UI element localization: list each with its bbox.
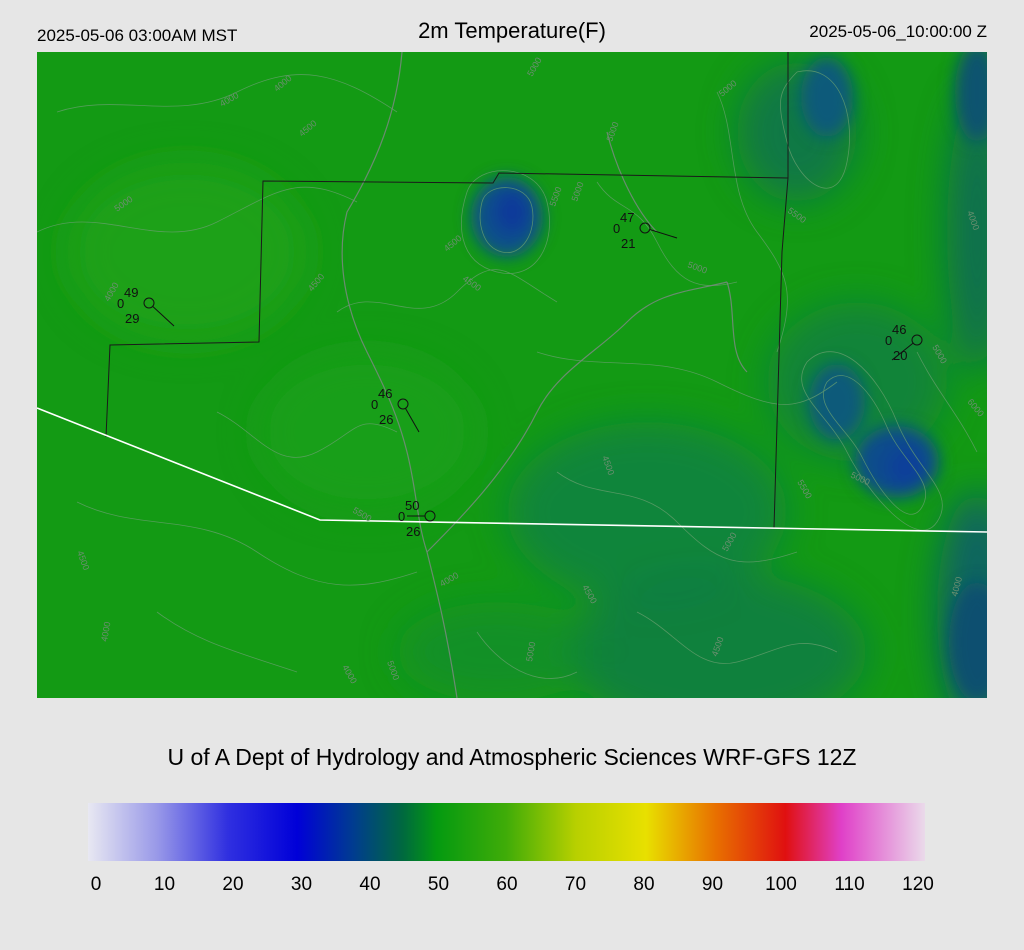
station-wind: 0 (371, 397, 378, 412)
wind-barb (891, 342, 914, 361)
station-dewpoint: 26 (406, 524, 420, 539)
wind-barb (405, 408, 420, 433)
local-time-label: 2025-05-06 03:00AM MST (37, 26, 238, 45)
credit-line: U of A Dept of Hydrology and Atmospheric… (167, 744, 857, 770)
station-circle (639, 222, 651, 234)
colorbar-tick-label: 60 (496, 874, 518, 895)
colorbar-tick-label: 90 (701, 874, 724, 895)
colorbar-tick-label: 0 (90, 874, 102, 895)
colorbar-ticks: 0 10 20 30 40 50 60 70 80 90 100 110 120 (0, 874, 1024, 904)
colorbar-tick-label: 30 (290, 874, 313, 895)
station-temperature: 49 (124, 285, 138, 300)
station-temperature: 46 (892, 322, 906, 337)
station-temperature: 50 (405, 498, 419, 513)
station-circle (911, 334, 923, 346)
station-dewpoint: 20 (893, 348, 907, 363)
wind-barb (152, 306, 175, 327)
station-circle (143, 297, 155, 309)
elevation-contours (37, 70, 978, 679)
station-wind: 0 (613, 221, 620, 236)
colorbar-tick-label: 110 (834, 874, 865, 895)
colorbar-tick-label: 100 (765, 874, 797, 895)
map-title: 2m Temperature(F) (418, 18, 606, 43)
colorbar (88, 803, 925, 861)
station-dewpoint: 26 (379, 412, 393, 427)
station-wind: 0 (117, 296, 124, 311)
colorbar-tick-label: 40 (359, 874, 381, 895)
state-boundary (37, 407, 987, 533)
colorbar-gradient (88, 803, 925, 861)
station-temperature: 46 (378, 386, 392, 401)
roads (341, 52, 748, 698)
county-boundaries (105, 52, 789, 529)
utc-time-label: 2025-05-06_10:00:00 Z (809, 22, 987, 41)
station-circle (397, 398, 409, 410)
wind-barb (649, 229, 678, 239)
colorbar-tick-label: 20 (222, 874, 244, 895)
station-wind: 0 (398, 509, 405, 524)
temperature-field (67, 62, 987, 698)
colorbar-tick-label: 80 (633, 874, 655, 895)
contour-label: 5000 (524, 641, 537, 662)
colorbar-tick-label: 120 (902, 874, 934, 895)
contour-label: 4000 (99, 621, 112, 642)
colorbar-tick-label: 10 (153, 874, 176, 895)
cold-spots (471, 52, 987, 698)
temperature-map: 4000400045005000450050005500500050005500… (37, 52, 987, 698)
station-temperature: 47 (620, 210, 634, 225)
station-wind: 0 (885, 333, 892, 348)
colorbar-tick-label: 50 (427, 874, 450, 895)
colorbar-tick-label: 70 (564, 874, 587, 895)
station-dewpoint: 29 (125, 311, 139, 326)
station-dewpoint: 21 (621, 236, 635, 251)
